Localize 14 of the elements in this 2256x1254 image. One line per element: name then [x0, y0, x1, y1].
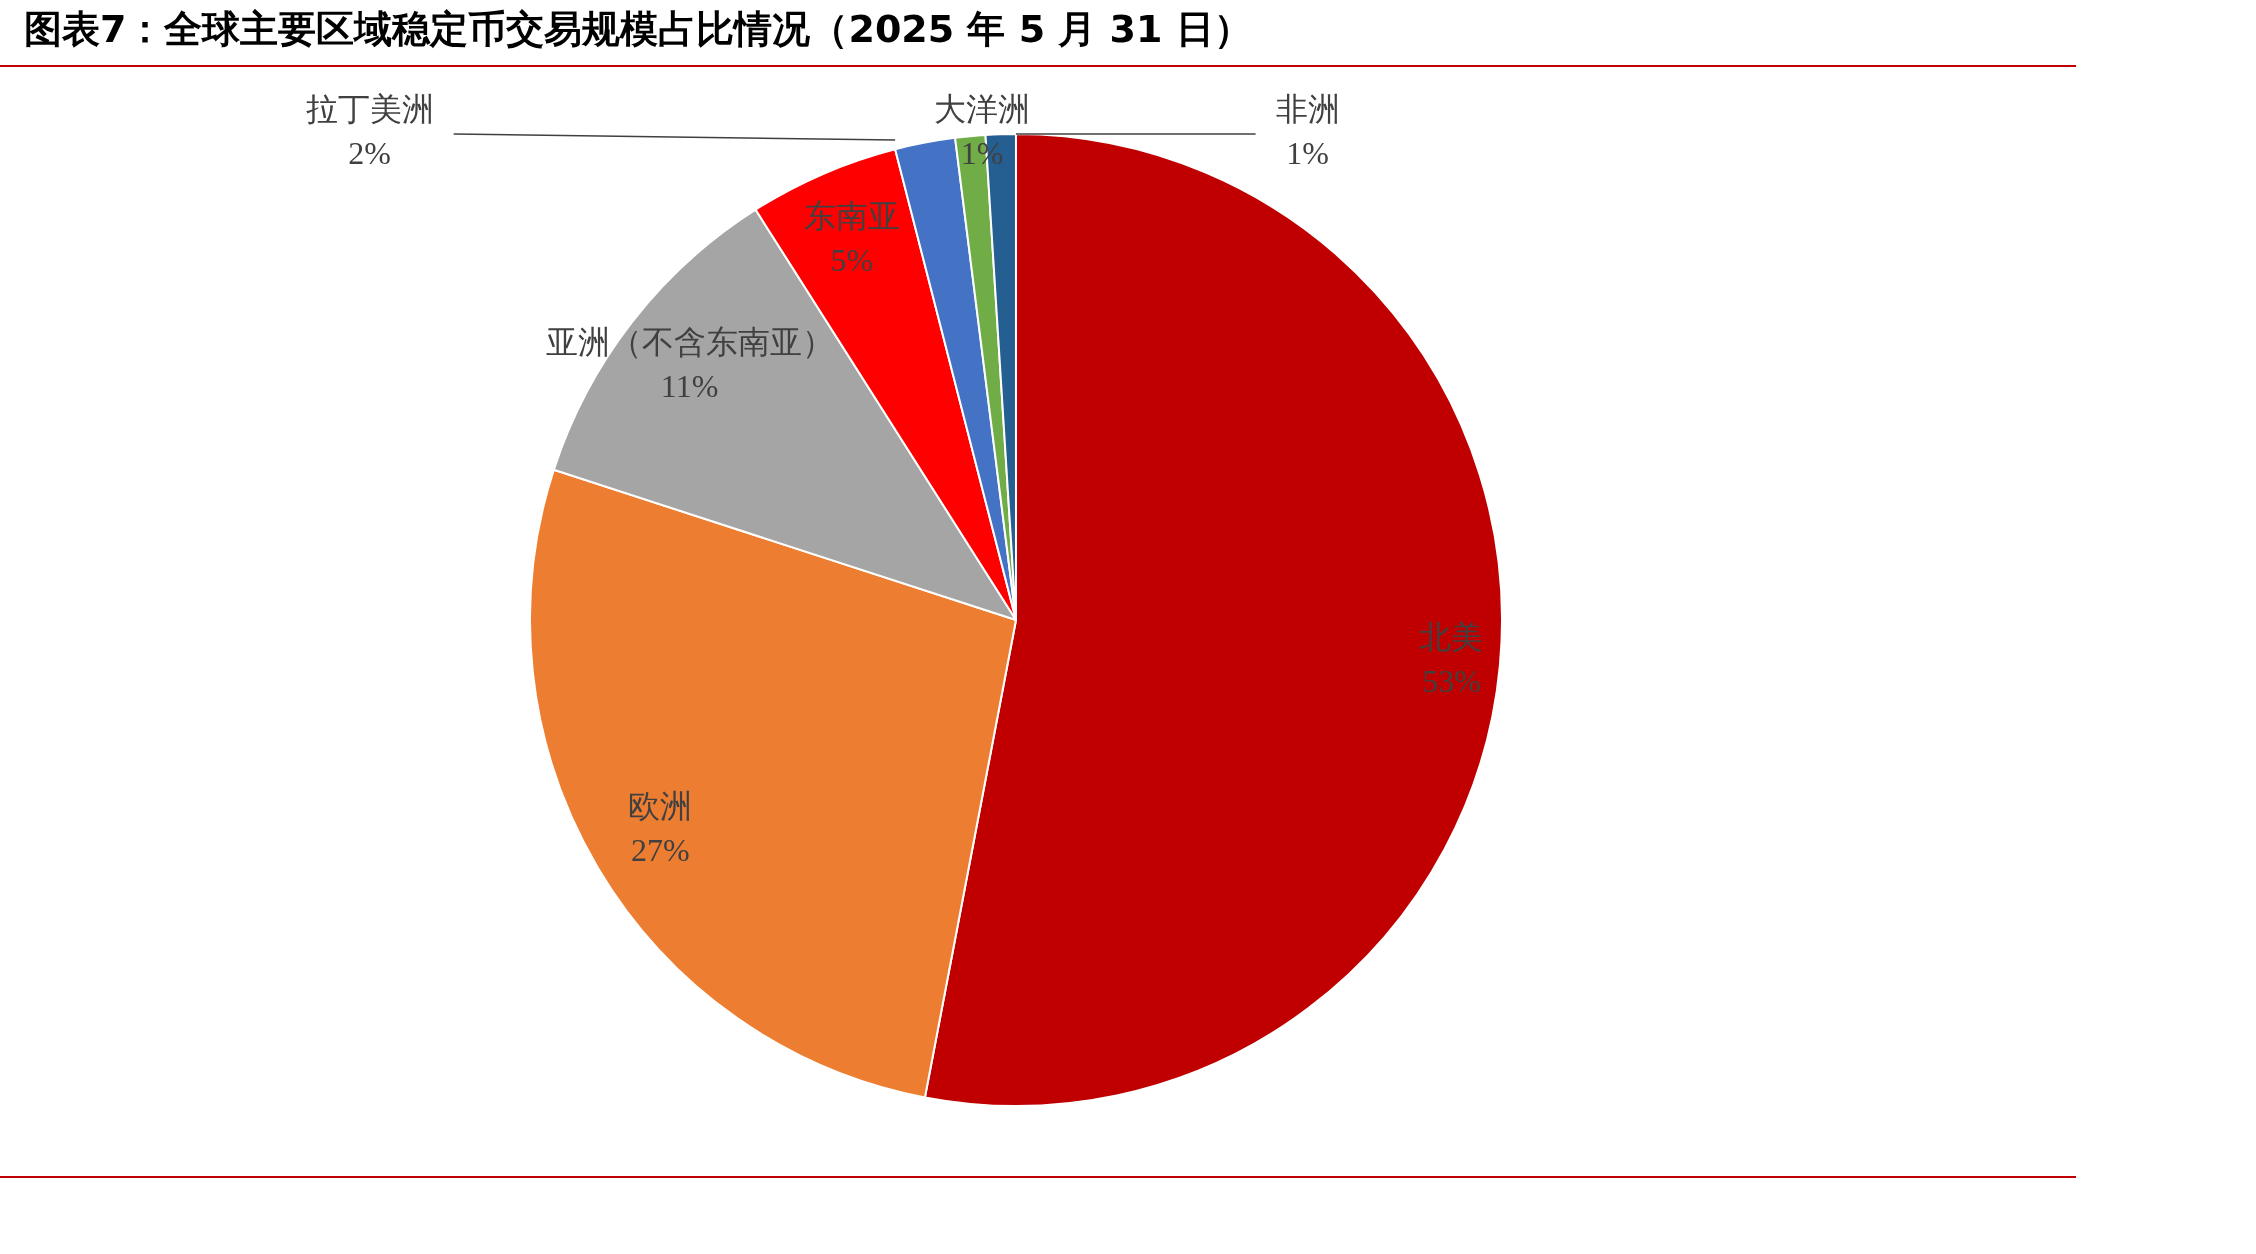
- data-label: 5%: [830, 242, 874, 279]
- data-label: 27%: [631, 831, 690, 868]
- data-label: 2%: [348, 135, 391, 172]
- chart-title: 图表7：全球主要区域稳定币交易规模占比情况（2025 年 5 月 31 日）: [24, 6, 1252, 53]
- data-label: 53%: [1422, 662, 1481, 699]
- slice-label: 大洋洲: [933, 91, 1030, 128]
- slice-label: 拉丁美洲: [305, 91, 434, 128]
- data-label: 11%: [660, 368, 719, 405]
- slice-label: 东南亚: [803, 198, 900, 235]
- slice-label: 亚洲（不含东南亚）: [545, 324, 834, 361]
- slice-label: 欧洲: [628, 787, 693, 824]
- slice-label: 非洲: [1275, 91, 1340, 128]
- slice-label: 北美: [1419, 618, 1484, 655]
- data-label: 1%: [1286, 135, 1329, 172]
